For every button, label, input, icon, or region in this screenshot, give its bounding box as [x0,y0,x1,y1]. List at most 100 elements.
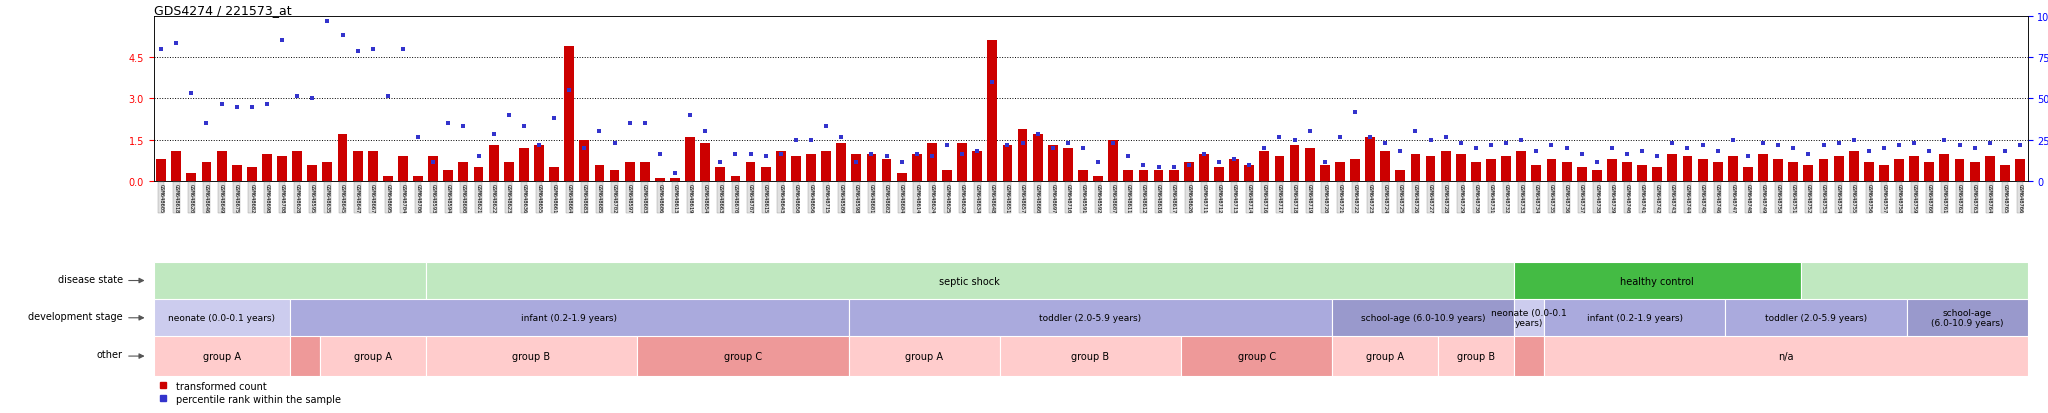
Text: GSM648754: GSM648754 [1837,183,1841,213]
Point [266,38,299,45]
Bar [1513,299,1544,337]
Text: GSM648597: GSM648597 [627,183,633,213]
Bar [1804,165,1812,182]
Text: GSM648634: GSM648634 [975,183,979,213]
Bar [289,299,848,337]
Text: GSM648707: GSM648707 [748,183,754,213]
Point [659,170,692,177]
Point [221,104,254,111]
Bar [518,149,528,182]
Point [522,142,555,149]
Point [1264,134,1296,141]
Point [1323,134,1356,141]
Text: GSM648732: GSM648732 [1503,183,1509,213]
Bar [154,262,426,299]
Point [1853,148,1886,155]
Bar [414,176,424,182]
Point [1475,142,1507,149]
Bar [1335,162,1346,182]
Point [1171,162,1204,169]
Bar [1094,176,1104,182]
Point [1898,140,1931,147]
Text: GSM648607: GSM648607 [1110,183,1116,213]
Text: GSM648683: GSM648683 [582,183,588,213]
Point [1384,148,1417,155]
Point [418,159,451,166]
Bar [897,173,907,182]
Text: GSM648697: GSM648697 [1051,183,1055,213]
Point [1974,140,2007,147]
Bar [2015,160,2025,182]
Bar [276,157,287,182]
Point [1081,159,1114,166]
Text: GSM648708: GSM648708 [281,183,285,213]
Point [764,151,797,157]
Bar [745,162,756,182]
Bar [1438,337,1513,376]
Point [1778,145,1810,152]
Bar [1516,152,1526,182]
Text: GSM648739: GSM648739 [1610,183,1614,213]
Text: GSM648621: GSM648621 [475,183,481,213]
Text: GSM648675: GSM648675 [233,183,240,213]
Bar [1774,160,1784,182]
Point [160,41,193,47]
Bar [791,157,801,182]
Bar [1532,165,1542,182]
Text: GSM648755: GSM648755 [1851,183,1855,213]
Text: healthy control: healthy control [1620,276,1694,286]
Bar [1319,165,1329,182]
Bar [352,152,362,182]
Bar [1290,146,1300,182]
Point [688,129,721,135]
Point [1913,148,1946,155]
Text: GSM648762: GSM648762 [1958,183,1962,213]
Bar [1274,157,1284,182]
Point [1415,137,1448,144]
Text: toddler (2.0-5.9 years): toddler (2.0-5.9 years) [1765,313,1868,323]
Point [598,140,631,147]
Text: GSM648604: GSM648604 [899,183,903,213]
Point [1806,142,1839,149]
Bar [1546,160,1556,182]
Bar [1591,171,1602,182]
Bar [1907,299,2028,337]
Point [463,154,496,160]
Text: GSM648719: GSM648719 [1307,183,1313,213]
Bar [1395,171,1405,182]
Text: GSM648606: GSM648606 [657,183,662,213]
Point [1944,142,1976,149]
Bar [1153,171,1163,182]
Bar [2001,165,2009,182]
Text: GSM648750: GSM648750 [1776,183,1780,213]
Text: GSM648626: GSM648626 [1186,183,1192,213]
Bar [1139,171,1149,182]
Legend: transformed count, percentile rank within the sample: transformed count, percentile rank withi… [158,381,340,404]
Text: GSM648595: GSM648595 [309,183,315,213]
Text: GSM648748: GSM648748 [1745,183,1751,213]
Bar [1229,160,1239,182]
Text: GSM648752: GSM648752 [1806,183,1810,213]
Bar [459,162,469,182]
Point [1098,140,1130,147]
Point [477,132,510,138]
Bar [987,41,997,182]
Point [1747,140,1780,147]
Point [584,129,616,135]
Point [236,104,268,111]
Point [295,96,328,102]
Text: GSM648613: GSM648613 [672,183,678,213]
Text: GSM648629: GSM648629 [961,183,965,213]
Bar [973,152,983,182]
Bar [1513,337,1544,376]
Text: GSM648602: GSM648602 [885,183,889,213]
Point [1792,151,1825,157]
Text: GSM648623: GSM648623 [506,183,512,213]
Bar [1245,165,1253,182]
Point [1036,145,1069,152]
Point [492,112,524,119]
Bar [1032,135,1042,182]
Text: GSM648605: GSM648605 [158,183,164,213]
Point [1292,129,1325,135]
Text: GSM648704: GSM648704 [401,183,406,213]
